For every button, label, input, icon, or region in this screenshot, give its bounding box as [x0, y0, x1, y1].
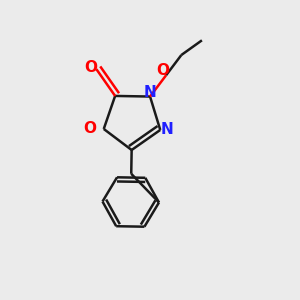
Text: N: N — [160, 122, 173, 137]
Text: O: O — [83, 122, 96, 136]
Text: O: O — [157, 63, 170, 78]
Text: N: N — [144, 85, 156, 100]
Text: O: O — [85, 60, 98, 75]
